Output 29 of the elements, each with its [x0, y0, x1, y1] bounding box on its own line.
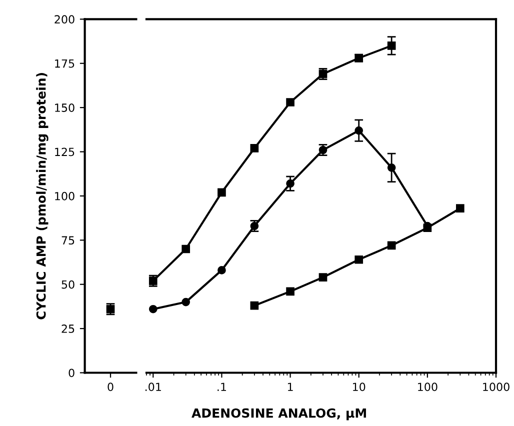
x-tick-label: 1 [288, 382, 293, 391]
point [250, 144, 259, 152]
point [286, 179, 294, 188]
point [182, 244, 190, 254]
y-axis-title: CYCLIC AMP (pmol/min/mg protein) [36, 73, 48, 320]
x-tick-label: 100 [418, 382, 438, 392]
x-tick-label: .01 [145, 382, 161, 392]
y-tick-label: 25 [62, 324, 74, 333]
point [218, 266, 226, 274]
x-tick-label: 0 [108, 382, 114, 392]
y-tick-label: 0 [68, 368, 74, 378]
x-tick-label: .1 [218, 382, 226, 391]
y-tick-label: 75 [62, 236, 74, 245]
point [387, 164, 396, 172]
point [218, 188, 226, 197]
y-tick-label: 125 [55, 148, 74, 156]
y-tick-label: 200 [54, 15, 74, 24]
y-tick-label: 100 [55, 192, 74, 200]
y-tick-label: 150 [55, 104, 74, 112]
point [286, 98, 294, 106]
x-axis-title: ADENOSINE ANALOG, µM [192, 408, 366, 420]
point [387, 42, 396, 50]
y-tick-label: 50 [62, 280, 74, 289]
point [354, 126, 364, 135]
x-tick-label: 1000 [483, 382, 510, 392]
y-tick-label: 175 [55, 59, 74, 68]
x-tick-label: 10 [353, 382, 366, 392]
point [182, 298, 190, 306]
point [148, 304, 158, 314]
